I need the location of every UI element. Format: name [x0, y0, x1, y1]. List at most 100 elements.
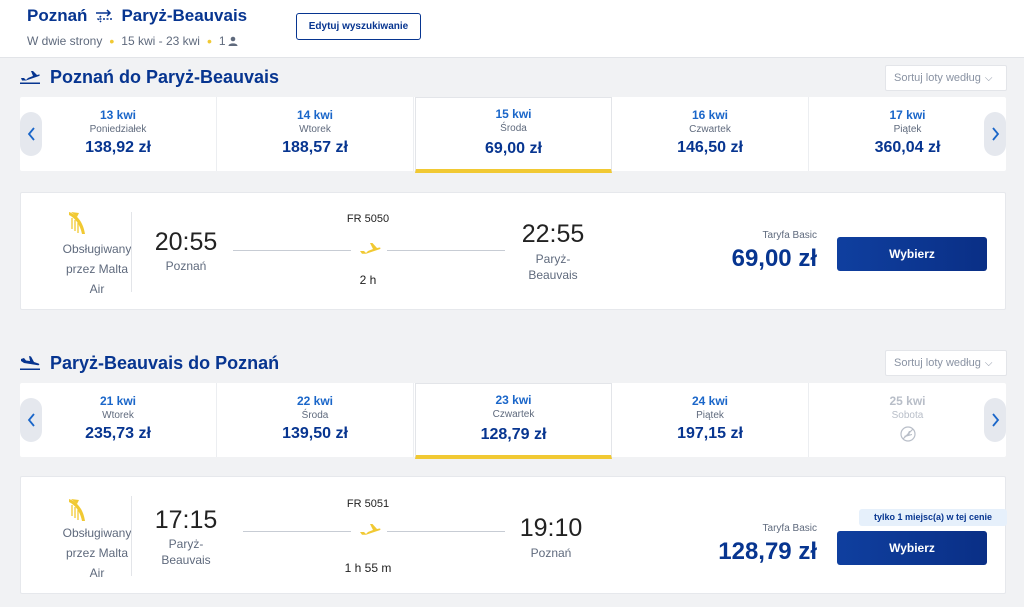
date-price: 138,92 zł [85, 139, 151, 156]
fare-label: Taryfa Basic [762, 523, 817, 534]
search-summary-bar: Poznań Paryż-Beauvais W dwie strony • 15… [0, 0, 1024, 58]
operator-line: Air [89, 282, 105, 296]
chevron-down-icon: ⌵ [984, 72, 993, 84]
date-price: 128,79 zł [480, 426, 547, 443]
flight-number: FR 5051 [346, 498, 390, 510]
trip-meta: W dwie strony • 15 kwi - 23 kwi • 1 [27, 33, 238, 49]
departure-city: Paryż- Beauvais [151, 536, 221, 568]
select-inbound-button[interactable]: Wybierz [837, 531, 987, 565]
weekday-label: Czwartek [492, 409, 535, 420]
date-option-selected[interactable]: 23 kwi Czwartek 128,79 zł [415, 383, 612, 459]
arrival-city: Poznań [530, 546, 572, 560]
route-line [387, 531, 505, 532]
chevron-left-icon [27, 127, 35, 141]
seats-left-badge: tylko 1 miejsc(a) w tej cenie [859, 509, 1007, 526]
date-option[interactable]: 13 kwi Poniedziałek 138,92 zł [20, 97, 217, 171]
plane-icon [360, 243, 381, 254]
outbound-section-header: Poznań do Paryż-Beauvais [20, 64, 279, 90]
harp-logo-icon [69, 212, 85, 234]
passenger-count: 1 [218, 34, 226, 48]
date-label: 23 kwi [495, 393, 532, 407]
sort-label: Sortuj loty według [894, 72, 981, 84]
date-option-unavailable: 25 kwi Sobota [809, 383, 1006, 457]
operator-text: Obsługiwany przez Malta Air [55, 239, 139, 299]
prev-dates-button[interactable] [20, 398, 42, 442]
outbound-title: Poznań do Paryż-Beauvais [50, 66, 280, 87]
fare-price: 128,79 zł [718, 538, 817, 565]
date-price: 188,57 zł [282, 139, 348, 156]
departure-time: 17:15 [154, 506, 218, 534]
trip-type: W dwie strony [27, 34, 103, 48]
chevron-left-icon [27, 413, 35, 427]
next-dates-button[interactable] [984, 398, 1006, 442]
city-line: Paryż- [168, 537, 204, 551]
plane-icon [360, 524, 381, 535]
sort-label: Sortuj loty według [894, 357, 981, 369]
date-label: 22 kwi [296, 394, 334, 408]
destination-label: Paryż-Beauvais [121, 6, 248, 25]
separator-dot: • [206, 33, 212, 49]
person-icon [228, 36, 238, 46]
weekday-label: Wtorek [299, 124, 331, 135]
separator-dot: • [109, 33, 115, 49]
date-option[interactable]: 17 kwi Piątek 360,04 zł [809, 97, 1006, 171]
trip-dates: 15 kwi - 23 kwi [121, 34, 200, 48]
date-option-selected[interactable]: 15 kwi Środa 69,00 zł [415, 97, 612, 173]
outbound-sort-dropdown[interactable]: Sortuj loty według ⌵ [885, 65, 1007, 91]
plane-takeoff-icon [20, 71, 40, 84]
city-line: Paryż- [535, 252, 571, 266]
date-label: 17 kwi [889, 108, 926, 122]
fare-price: 69,00 zł [731, 245, 817, 272]
weekday-label: Poniedziałek [89, 124, 147, 135]
weekday-label: Wtorek [102, 410, 134, 421]
departure-city: Poznań [165, 259, 207, 273]
chevron-down-icon: ⌵ [984, 357, 993, 369]
origin-label: Poznań [27, 6, 88, 25]
no-flight-icon [899, 426, 916, 442]
plane-landing-icon [20, 356, 40, 370]
date-label: 16 kwi [691, 108, 729, 122]
fare-label: Taryfa Basic [762, 230, 817, 241]
route-line [387, 250, 505, 251]
date-price: 69,00 zł [485, 140, 542, 157]
weekday-label: Czwartek [689, 124, 731, 135]
inbound-section-header: Paryż-Beauvais do Poznań [20, 350, 279, 376]
arrival-time: 19:10 [519, 514, 583, 542]
weekday-label: Sobota [891, 410, 924, 421]
arrival-city: Paryż- Beauvais [513, 251, 593, 283]
date-price: 146,50 zł [677, 139, 743, 156]
date-label: 14 kwi [296, 108, 334, 122]
divider [131, 212, 132, 292]
select-outbound-button[interactable]: Wybierz [837, 237, 987, 271]
date-option[interactable]: 21 kwi Wtorek 235,73 zł [20, 383, 217, 457]
chevron-right-icon [991, 413, 999, 427]
date-price: 360,04 zł [874, 139, 941, 156]
route-line [243, 531, 351, 532]
weekday-label: Piątek [893, 124, 922, 135]
weekday-label: Piątek [696, 410, 724, 421]
inbound-flight-card[interactable]: Obsługiwany przez Malta Air 17:15 Paryż-… [20, 476, 1007, 594]
city-line: Beauvais [528, 268, 578, 282]
divider [131, 496, 132, 576]
harp-logo-icon [69, 499, 85, 521]
operator-line: Air [89, 566, 105, 580]
edit-search-button[interactable]: Edytuj wyszukiwanie [296, 13, 421, 40]
date-option[interactable]: 24 kwi Piątek 197,15 zł [612, 383, 809, 457]
date-option[interactable]: 14 kwi Wtorek 188,57 zł [217, 97, 414, 171]
flight-number: FR 5050 [346, 213, 390, 225]
date-option[interactable]: 22 kwi Środa 139,50 zł [217, 383, 414, 457]
operator-line: przez Malta [65, 546, 129, 560]
arrival-time: 22:55 [521, 220, 585, 248]
inbound-sort-dropdown[interactable]: Sortuj loty według ⌵ [885, 350, 1007, 376]
operator-line: Obsługiwany [62, 526, 132, 540]
date-option[interactable]: 16 kwi Czwartek 146,50 zł [612, 97, 809, 171]
outbound-flight-card[interactable]: Obsługiwany przez Malta Air 20:55 Poznań… [20, 192, 1006, 310]
inbound-date-strip: 21 kwi Wtorek 235,73 zł 22 kwi Środa 139… [20, 383, 1006, 459]
date-price: 139,50 zł [282, 425, 348, 442]
chevron-right-icon [991, 127, 999, 141]
flight-duration: 1 h 55 m [344, 561, 392, 575]
next-dates-button[interactable] [984, 112, 1006, 156]
date-label: 21 kwi [99, 394, 137, 408]
operator-text: Obsługiwany przez Malta Air [55, 523, 139, 583]
prev-dates-button[interactable] [20, 112, 42, 156]
